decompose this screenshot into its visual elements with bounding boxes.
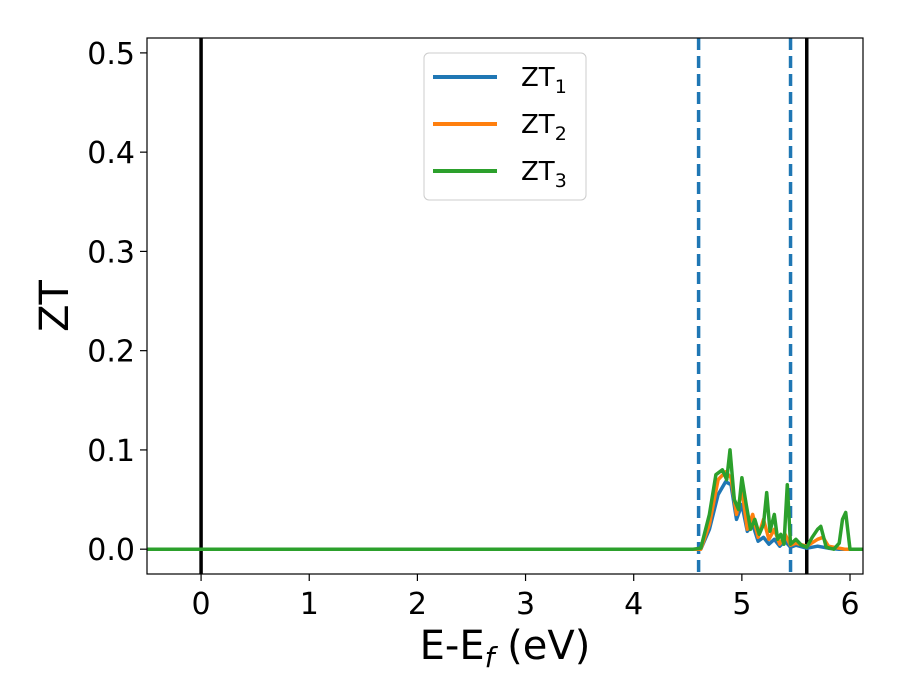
x-tick-label: 4 (624, 587, 643, 622)
y-tick-label: 0.3 (87, 235, 135, 270)
x-tick-label: 1 (300, 587, 319, 622)
legend-label-zt2: ZT2 (521, 110, 567, 145)
series-layer (147, 448, 863, 551)
y-tick-label: 0.0 (87, 533, 135, 568)
legend-label-zt3-main: ZT (521, 157, 555, 187)
x-tick-label: 2 (408, 587, 427, 622)
y-axis-title: ZT (32, 280, 78, 332)
legend-label-zt1: ZT1 (521, 63, 567, 98)
legend: ZT1 ZT2 ZT3 (423, 52, 587, 201)
legend-label-zt1-sub: 1 (555, 76, 567, 98)
reference-lines (199, 38, 809, 574)
plot-frame (146, 37, 864, 575)
y-tick-label: 0.5 (87, 37, 135, 72)
y-tick-label: 0.2 (87, 335, 135, 370)
legend-label-zt3: ZT3 (521, 157, 567, 192)
y-axis: 0.0 0.1 0.2 0.3 0.4 0.5 (87, 37, 147, 568)
series-line-zt3 (147, 448, 863, 551)
legend-box (423, 52, 587, 201)
x-tick-label: 0 (192, 587, 211, 622)
y-tick-label: 0.4 (87, 136, 135, 171)
x-axis-title-unit: (eV) (494, 623, 590, 669)
x-tick-label: 5 (732, 587, 751, 622)
x-tick-label: 3 (516, 587, 535, 622)
x-axis: 0 1 2 3 4 5 6 (192, 574, 860, 622)
legend-label-zt3-sub: 3 (555, 170, 567, 192)
x-tick-label: 6 (840, 587, 859, 622)
legend-label-zt2-main: ZT (521, 110, 555, 140)
x-axis-title: E-Ef (eV) (420, 623, 591, 674)
legend-label-zt1-main: ZT (521, 63, 555, 93)
x-axis-title-main: E-E (420, 623, 485, 669)
legend-label-zt2-sub: 2 (555, 123, 567, 145)
y-tick-label: 0.1 (87, 434, 135, 469)
